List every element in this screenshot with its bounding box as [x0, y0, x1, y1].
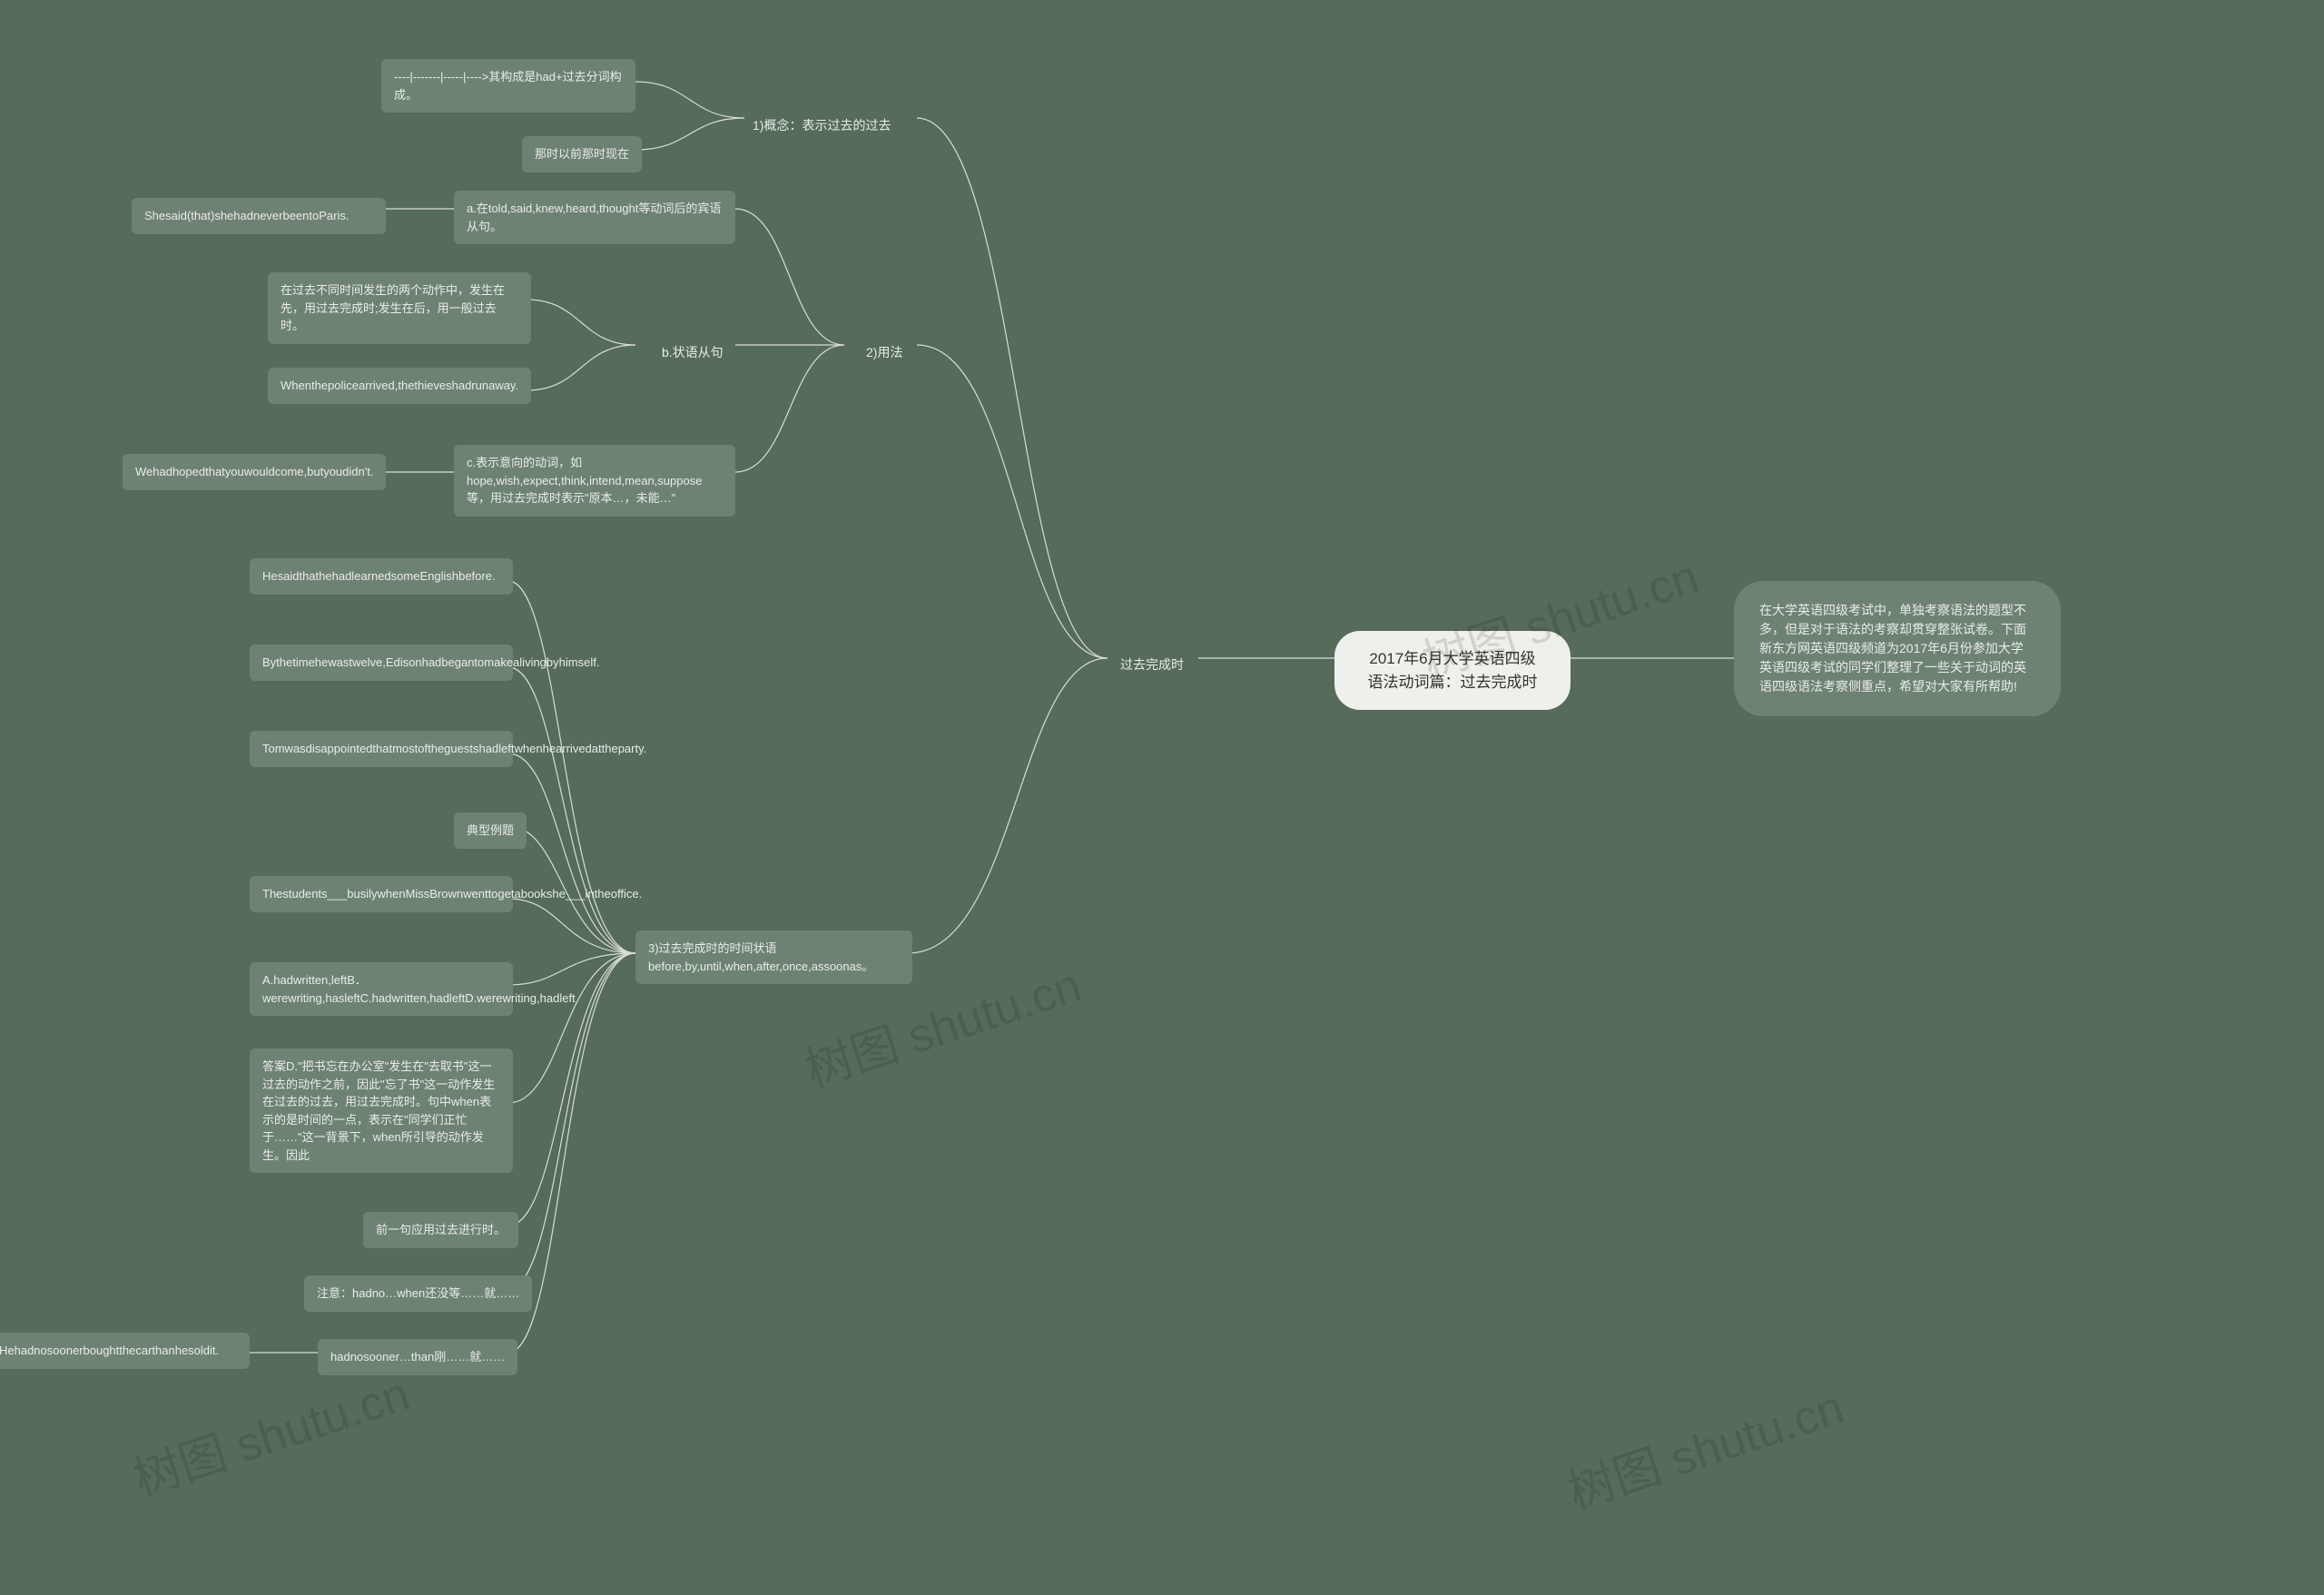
- sec2-label[interactable]: 2)用法: [853, 334, 915, 371]
- sec2b-label[interactable]: b.状语从句: [649, 334, 736, 371]
- sec3-label[interactable]: 3)过去完成时的时间状语before,by,until,when,after,o…: [635, 930, 912, 984]
- sec2c-label[interactable]: c.表示意向的动词，如hope,wish,expect,think,intend…: [454, 445, 735, 517]
- sec3-item-2[interactable]: Tomwasdisappointedthatmostoftheguestshad…: [250, 731, 513, 767]
- sec3-item-9[interactable]: hadnosooner…than刚……就……: [318, 1339, 517, 1375]
- sec2a-ex[interactable]: Shesaid(that)shehadneverbeentoParis.: [132, 198, 386, 234]
- sec2b-item-1[interactable]: Whenthepolicearrived,thethieveshadrunawa…: [268, 368, 531, 404]
- intro-node[interactable]: 在大学英语四级考试中，单独考察语法的题型不多，但是对于语法的考察却贯穿整张试卷。…: [1734, 581, 2061, 716]
- sec3-item-7[interactable]: 前一句应用过去进行时。: [363, 1212, 518, 1248]
- sec3-item-4[interactable]: Thestudents___busilywhenMissBrownwenttog…: [250, 876, 513, 912]
- sec3-item-5[interactable]: A.hadwritten,leftB．werewriting,hasleftC.…: [250, 962, 513, 1016]
- main-node[interactable]: 过去完成时: [1108, 646, 1196, 684]
- watermark-3: 树图 shutu.cn: [1558, 1369, 1851, 1522]
- sec3-item-3[interactable]: 典型例题: [454, 812, 527, 849]
- sec2a-label[interactable]: a.在told,said,knew,heard,thought等动词后的宾语从句…: [454, 191, 735, 244]
- sec2b-item-0[interactable]: 在过去不同时间发生的两个动作中，发生在先，用过去完成时;发生在后，用一般过去时。: [268, 272, 531, 344]
- watermark-0: 树图 shutu.cn: [123, 1355, 417, 1509]
- sec3-item-6[interactable]: 答案D."把书忘在办公室"发生在"去取书"这一过去的动作之前，因此"忘了书"这一…: [250, 1049, 513, 1173]
- sec3-item-8[interactable]: 注意：hadno…when还没等……就……: [304, 1275, 532, 1312]
- sec3-item-1[interactable]: Bythetimehewastwelve,Edisonhadbegantomak…: [250, 645, 513, 681]
- sec3-last-ex[interactable]: Hehadnosoonerboughtthecarthanhesoldit.: [0, 1333, 250, 1369]
- sec3-item-0[interactable]: HesaidthathehadlearnedsomeEnglishbefore.: [250, 558, 513, 595]
- sec1-label[interactable]: 1)概念：表示过去的过去: [740, 107, 903, 144]
- sec2c-ex[interactable]: Wehadhopedthatyouwouldcome,butyoudidn't.: [123, 454, 386, 490]
- sec1-item-0[interactable]: ----|-------|-----|---->其构成是had+过去分词构成。: [381, 59, 635, 113]
- sec1-item-1[interactable]: 那时以前那时现在: [522, 136, 642, 172]
